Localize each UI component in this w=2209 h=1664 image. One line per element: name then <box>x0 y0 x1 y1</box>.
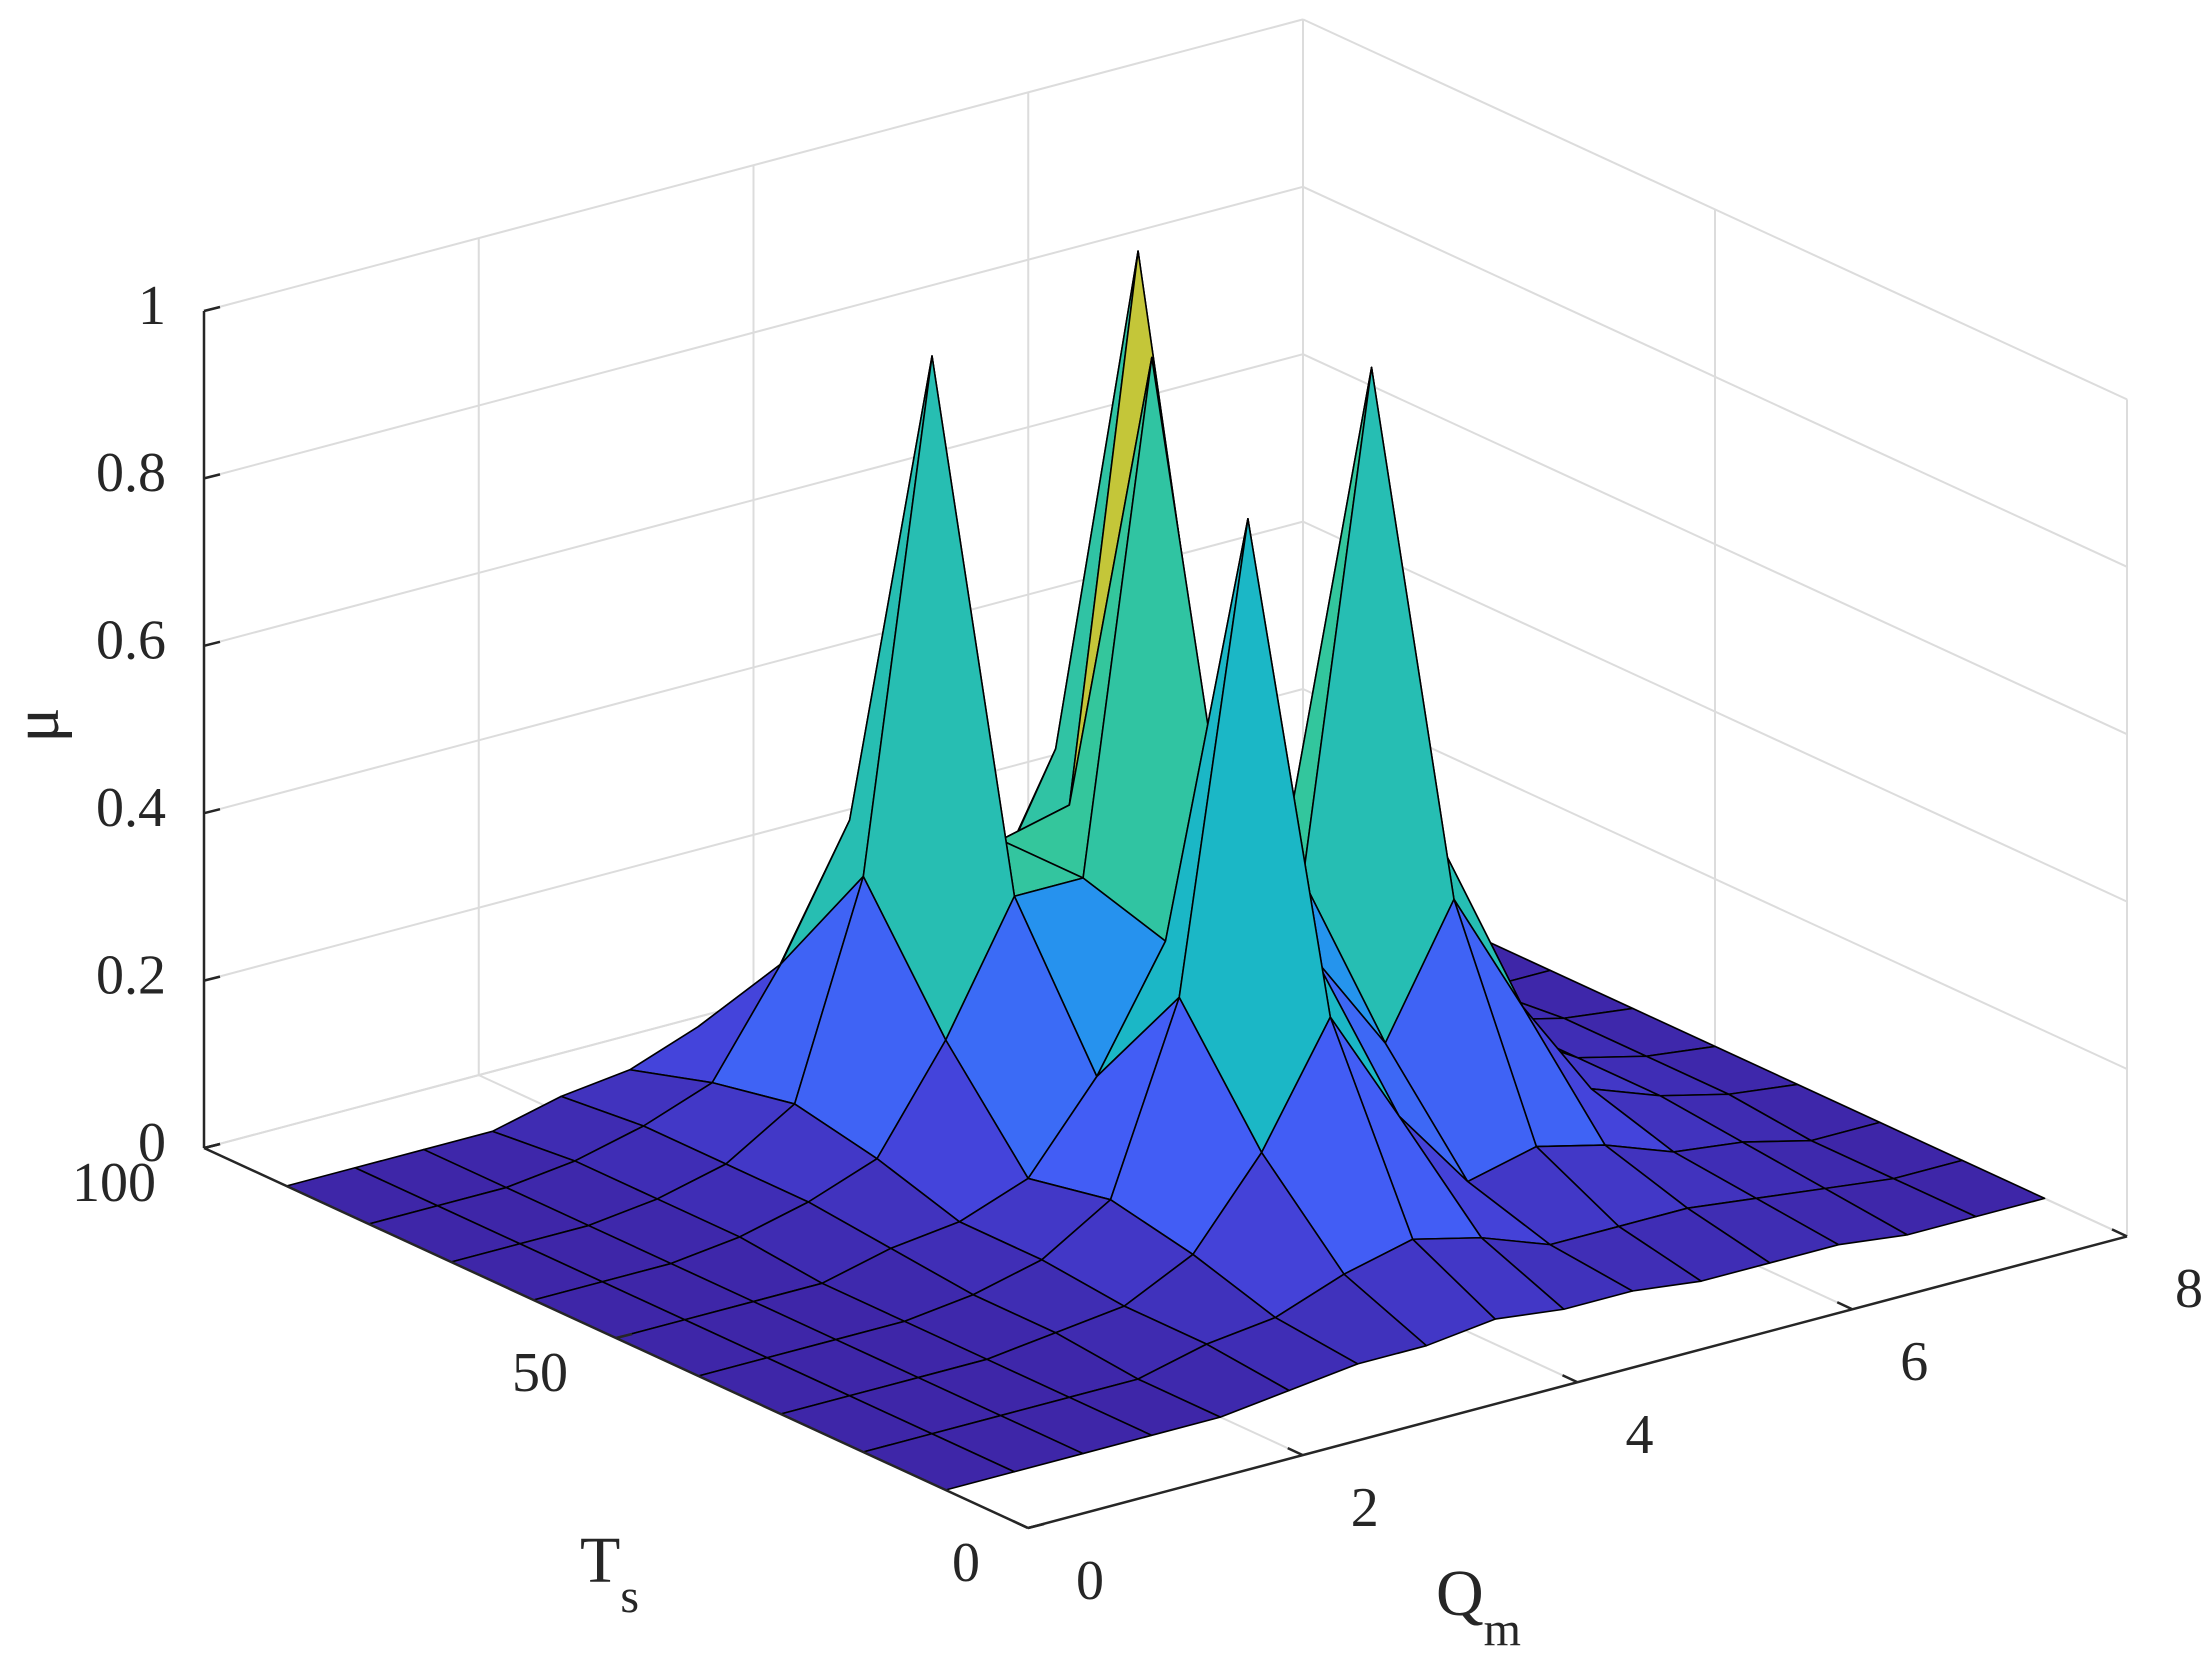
tick-mark <box>1012 1519 1029 1530</box>
z-tick-label: 0.8 <box>96 442 166 504</box>
grid-line <box>1302 688 2128 1070</box>
y-axis-label: Ts <box>580 1524 639 1623</box>
surface <box>285 250 2046 1491</box>
z-tick-label: 0.2 <box>96 944 166 1006</box>
grid-line <box>1302 520 2128 903</box>
y-tick-label: 0 <box>952 1532 980 1594</box>
grid-line <box>1302 185 2128 568</box>
z-tick-label: 0.6 <box>96 610 166 672</box>
x-axis-label-sub: m <box>1484 1603 1521 1656</box>
x-tick-label: 0 <box>1076 1550 1104 1612</box>
x-tick-label: 4 <box>1626 1404 1654 1466</box>
x-tick-label: 8 <box>2175 1258 2203 1320</box>
z-tick-label: 0.4 <box>96 777 166 839</box>
grid-line <box>1302 18 2128 401</box>
tick-mark <box>203 305 221 313</box>
tick-mark <box>203 640 221 648</box>
tick-mark <box>203 807 221 815</box>
tick-mark <box>615 1332 633 1340</box>
tick-mark <box>203 473 221 480</box>
tick-mark <box>1027 1522 1045 1530</box>
tick-mark <box>1561 1374 1579 1384</box>
z-axis-label: μ <box>0 707 73 742</box>
tick-mark <box>1287 1446 1304 1457</box>
y-axis-label-main: T <box>580 1524 620 1597</box>
tick-mark <box>203 975 221 982</box>
y-axis-label-sub: s <box>620 1570 639 1623</box>
y-tick-label: 100 <box>72 1152 156 1214</box>
x-axis-label: Qm <box>1436 1557 1521 1656</box>
z-tick-label: 1 <box>138 275 166 337</box>
grid-line <box>203 185 1304 480</box>
tick-mark <box>2111 1228 2128 1238</box>
tick-mark <box>1836 1301 1853 1311</box>
x-axis-label-main: Q <box>1436 1557 1484 1630</box>
x-tick-label: 6 <box>1900 1331 1928 1393</box>
y-tick-label: 50 <box>512 1342 568 1404</box>
tick-mark <box>203 1142 221 1150</box>
grid-line <box>203 18 1304 312</box>
x-tick-label: 2 <box>1351 1477 1379 1539</box>
grid-line <box>1302 353 2128 736</box>
z-tick-label: 0 <box>138 1112 166 1174</box>
